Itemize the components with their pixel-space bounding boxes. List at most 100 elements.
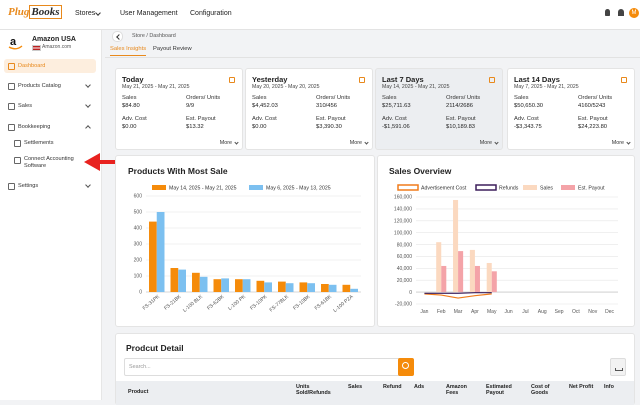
field-value: -$3,343.75	[514, 124, 542, 130]
bar	[170, 268, 179, 292]
bar	[192, 272, 200, 292]
menu-item[interactable]: Connect Accounting Software	[10, 153, 96, 173]
legend-swatch	[152, 185, 166, 190]
field-label: Adv. Cost	[122, 116, 147, 122]
bar	[256, 280, 265, 292]
column-header[interactable]: Cost of Goods	[531, 384, 550, 396]
menu-item[interactable]: Bookkeeping	[4, 120, 96, 134]
field-label: Sales	[122, 95, 137, 101]
table-header: Product Units Sold/Refunds Sales Refund Ads A…	[116, 381, 634, 405]
back-chevron	[115, 33, 122, 40]
x-tick-label: L-100 PK	[227, 294, 247, 312]
line	[424, 293, 492, 299]
download-button[interactable]	[610, 358, 626, 376]
marketplace: Amazon.com	[42, 44, 72, 50]
bar	[149, 221, 157, 292]
field-value: $10,189.83	[446, 124, 476, 130]
line	[424, 292, 492, 294]
brand-part: Books	[29, 5, 62, 19]
summary-card[interactable]: Today May 21, 2025 - May 21, 2025 Sales $84…	[115, 68, 243, 150]
menu-label: Dashboard	[18, 63, 46, 69]
more-link[interactable]: More	[479, 140, 492, 146]
summary-card[interactable]: Yesterday May 20, 2025 - May 20, 2025 Sale…	[245, 68, 373, 150]
field-label: Adv. Cost	[514, 116, 539, 122]
card-dates: May 20, 2025 - May 20, 2025	[252, 84, 320, 90]
top-bar: Plug Books Stores User Management Configu…	[0, 0, 640, 30]
field-label: Orders/ Units	[316, 95, 351, 101]
column-header[interactable]: Product	[128, 389, 149, 395]
summary-card[interactable]: Last 14 Days May 7, 2025 - May 21, 2025 Sa…	[507, 68, 635, 150]
bar	[156, 212, 165, 292]
field-label: Orders/ Units	[186, 95, 221, 101]
menu-icon	[8, 124, 15, 131]
menu-item[interactable]: Sales	[4, 99, 96, 113]
nav-users[interactable]: User Management	[120, 10, 178, 17]
field-value: 310/456	[316, 103, 337, 109]
menu-icon	[8, 63, 15, 70]
calendar-icon	[359, 77, 365, 83]
tab[interactable]: Payout Review	[153, 46, 192, 52]
field-value: $13.32	[186, 124, 204, 130]
legend-label: Advertisement Cost	[421, 186, 467, 192]
x-tick-label: Jan	[420, 309, 428, 315]
menu-item[interactable]: Settings	[4, 179, 96, 193]
search-button[interactable]	[398, 358, 414, 376]
nav-config[interactable]: Configuration	[190, 10, 232, 17]
y-tick-label: 0	[409, 290, 412, 296]
nav-stores[interactable]: Stores	[75, 10, 96, 17]
column-header[interactable]: Refund	[383, 384, 402, 390]
bulb-icon[interactable]	[605, 9, 610, 16]
x-tick-label: Mar	[454, 309, 463, 315]
column-header[interactable]: Info	[604, 384, 614, 390]
column-header[interactable]: Net Profit	[569, 384, 594, 390]
bell-icon[interactable]	[618, 9, 624, 16]
calendar-icon	[621, 77, 627, 83]
chevron	[494, 140, 499, 145]
field-label: Orders/ Units	[446, 95, 481, 101]
card-title: Last 14 Days	[514, 75, 560, 84]
x-tick-label: May	[487, 309, 497, 315]
x-tick-label: FS-61BK	[314, 294, 334, 312]
bar	[342, 284, 351, 292]
field-value: $84.80	[122, 103, 140, 109]
search-box[interactable]: Search...	[124, 358, 406, 376]
menu-label: Sales	[18, 103, 32, 109]
more-link[interactable]: More	[219, 140, 232, 146]
summary-card[interactable]: Last 7 Days May 14, 2025 - May 21, 2025 Sa…	[375, 68, 503, 150]
more-link[interactable]: More	[611, 140, 624, 146]
tab-active[interactable]: Sales Insights	[110, 46, 147, 56]
back-button[interactable]	[112, 31, 123, 42]
card-dates: May 14, 2025 - May 21, 2025	[382, 84, 450, 90]
x-tick-label: FS-10BK	[292, 294, 312, 312]
logo-glyph: a	[10, 36, 17, 48]
menu-icon	[8, 103, 15, 110]
menu-icon	[14, 157, 21, 164]
column-header[interactable]: Ads	[414, 384, 425, 390]
legend-label: May 6, 2025 - May 13, 2025	[266, 186, 331, 192]
column-header[interactable]: Amazon Fees	[446, 384, 467, 396]
legend-swatch	[249, 185, 263, 190]
menu-item[interactable]: Settlements	[10, 136, 96, 150]
field-label: Sales	[514, 95, 529, 101]
brand-logo[interactable]: Plug Books	[8, 5, 62, 19]
chevron	[234, 140, 239, 145]
menu-item[interactable]: Dashboard	[4, 59, 96, 73]
x-tick-label: Jul	[522, 309, 528, 315]
avatar[interactable]: M	[629, 8, 639, 18]
bar	[307, 283, 315, 292]
y-tick-label: 100,000	[394, 230, 412, 236]
chart-title: Sales Overview	[389, 166, 452, 176]
x-tick-label: Feb	[437, 309, 446, 315]
field-value: $50,650.30	[514, 103, 544, 109]
column-header[interactable]: Estimated Payout	[486, 384, 512, 396]
field-label: Orders/ Units	[578, 95, 613, 101]
y-tick-label: 200	[134, 258, 143, 264]
menu-item[interactable]: Products Catalog	[4, 79, 96, 93]
more-link[interactable]: More	[349, 140, 362, 146]
field-label: Sales	[252, 95, 267, 101]
card-dates: May 21, 2025 - May 21, 2025	[122, 84, 190, 90]
field-label: Est. Payout	[446, 116, 476, 122]
column-header[interactable]: Sales	[348, 384, 363, 390]
calendar-icon	[489, 77, 495, 83]
column-header[interactable]: Units Sold/Refunds	[296, 384, 331, 396]
